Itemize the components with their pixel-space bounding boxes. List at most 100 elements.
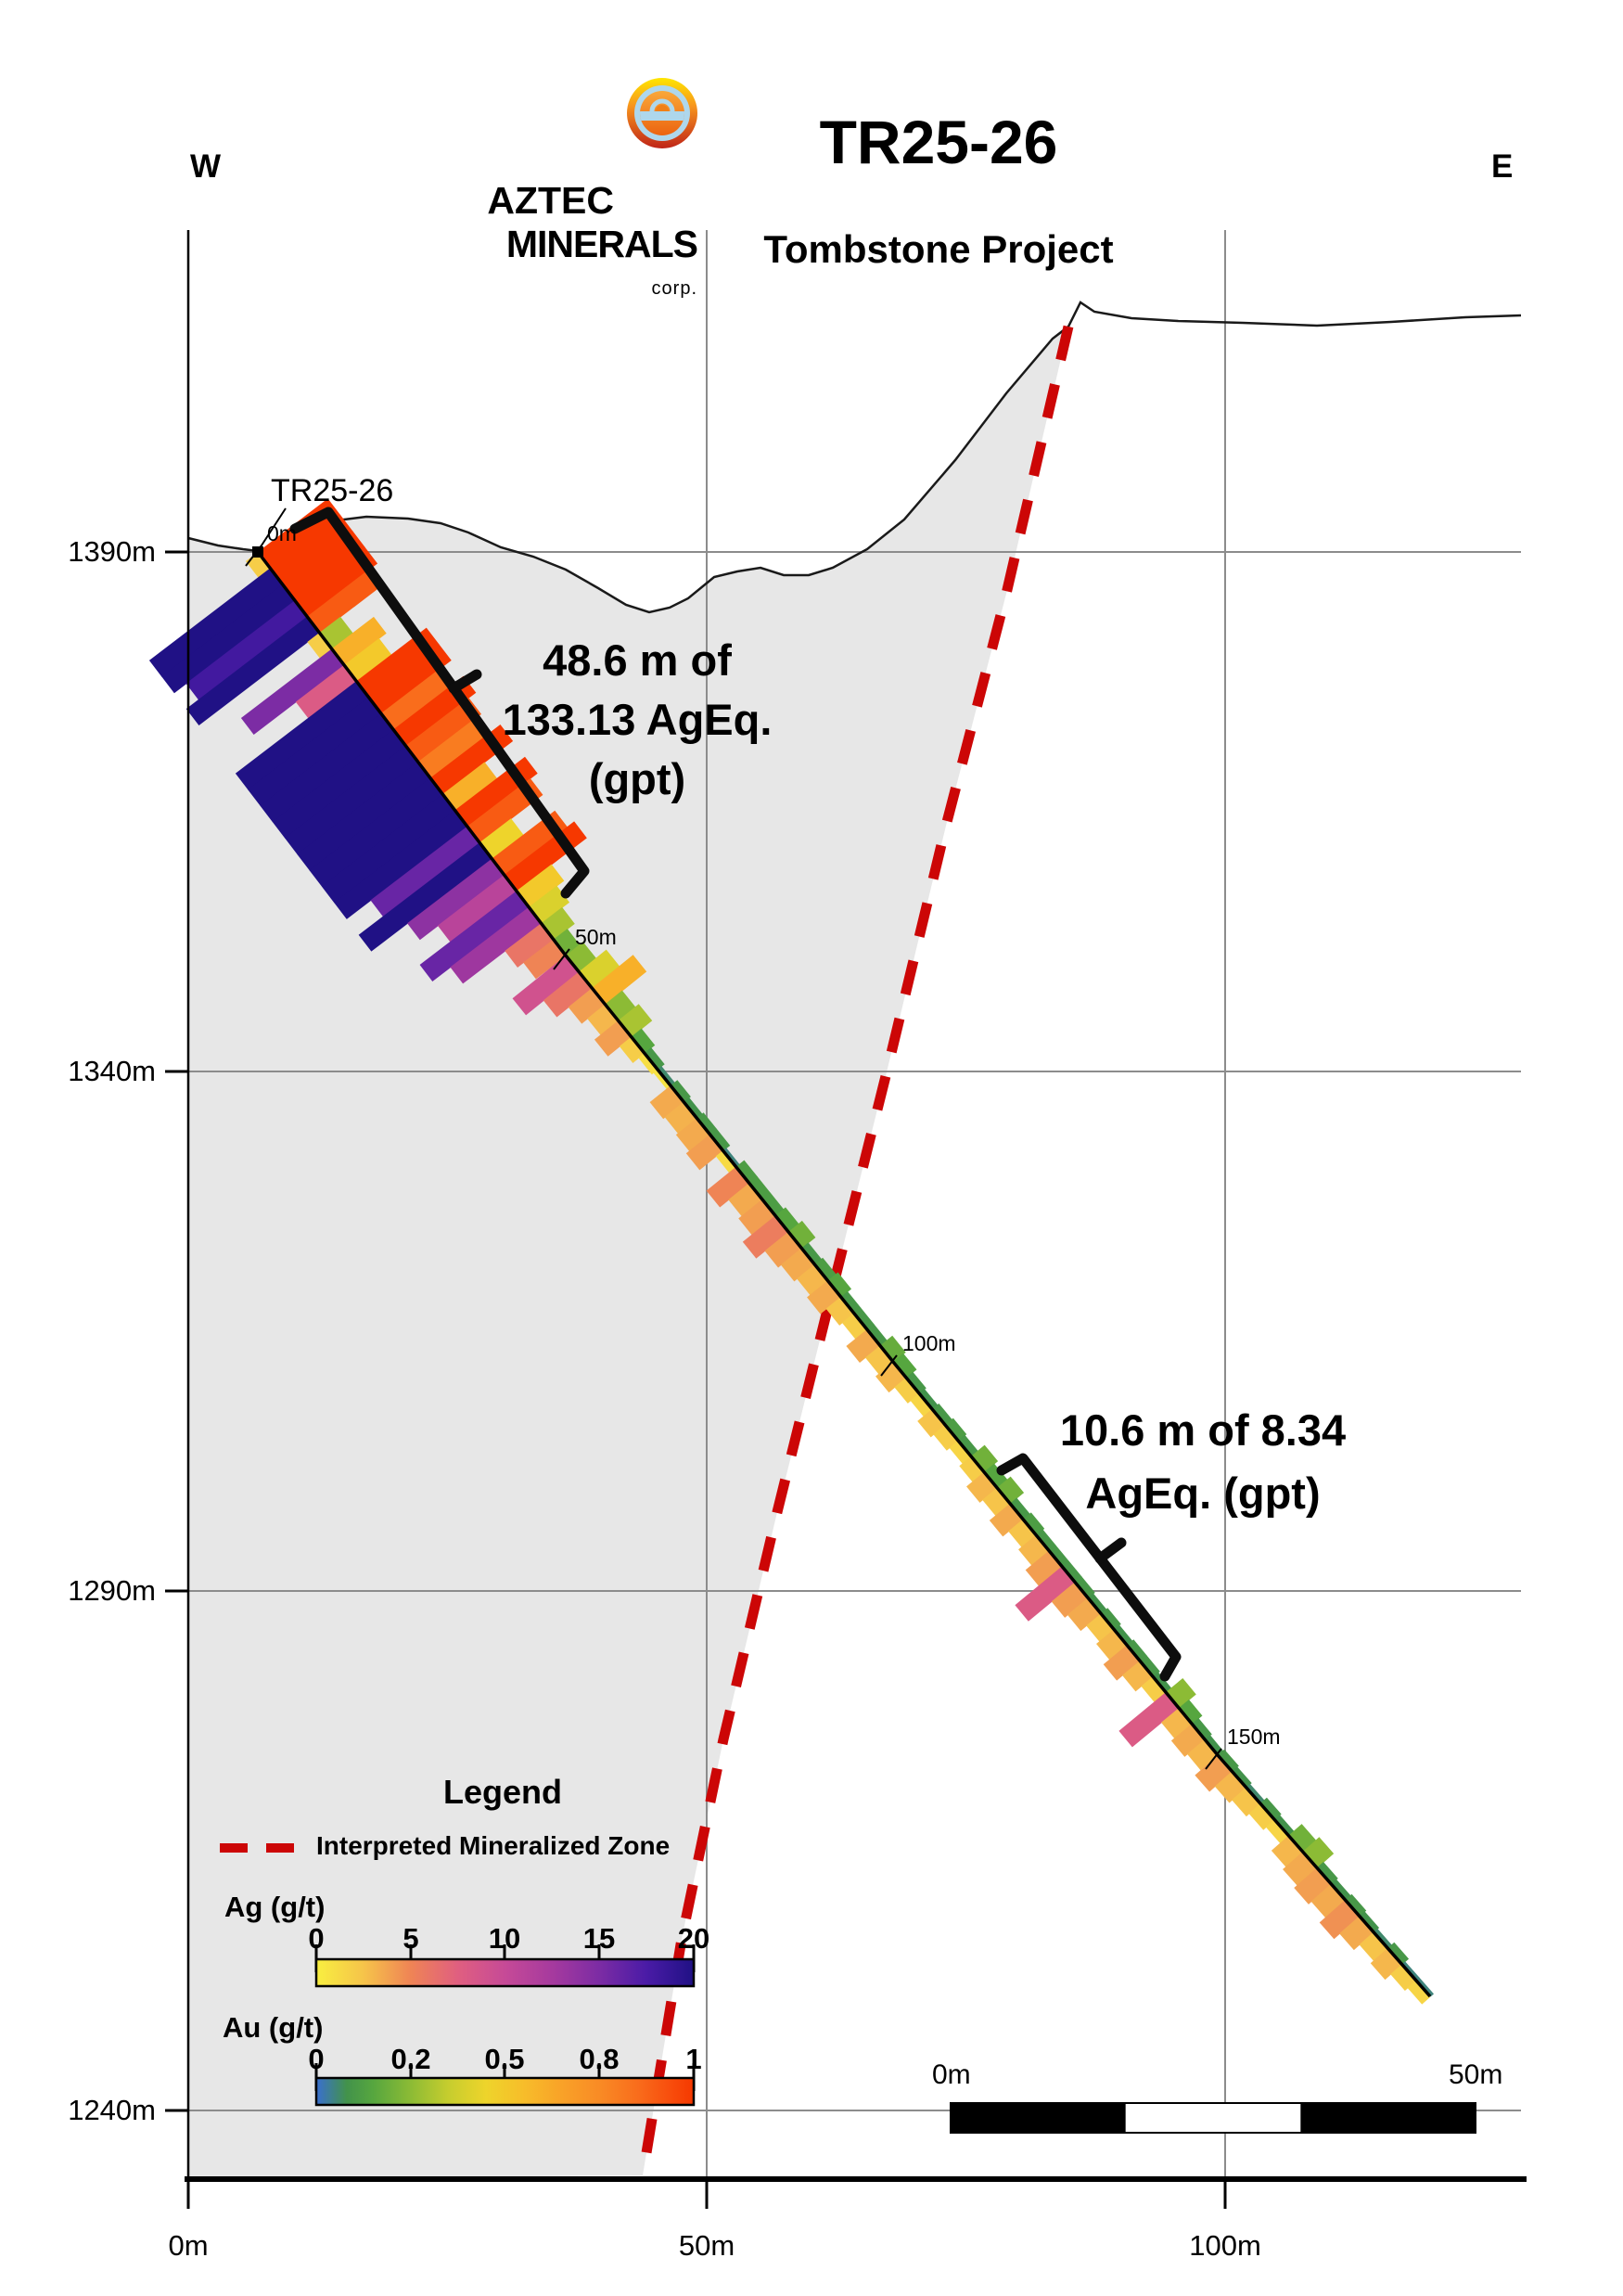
ag-assay-bar (272, 729, 406, 839)
ag-assay-bar (407, 858, 505, 941)
au-assay-bar (970, 1444, 999, 1473)
x-axis-tick-label: 100m (1189, 2229, 1261, 2262)
au-assay-bar (1114, 1624, 1133, 1646)
ag-assay-bar (1248, 1803, 1275, 1830)
au-assay-bar (893, 1353, 917, 1379)
ag-assay-bar (1103, 1645, 1141, 1681)
ag-assay-bar (523, 939, 567, 980)
ag-assay-bar (1294, 1867, 1332, 1905)
au-assay-bar (866, 1323, 888, 1347)
ag-assay-bar (653, 1069, 671, 1090)
ag-color-scale-bar (314, 1957, 696, 1988)
y-axis-tick-label: 1390m (68, 535, 156, 568)
au-assay-bar (788, 1220, 816, 1249)
ag-scale-tick-label: 20 (677, 1922, 710, 1955)
assay-bars-segment (148, 498, 587, 984)
brand-name-line2: MINERALS (505, 223, 698, 265)
au-assay-bar (592, 955, 647, 1006)
au-scale-tick-label: 1 (685, 2043, 702, 2075)
au-scale-tick-label: 0.8 (579, 2043, 620, 2075)
ag-assay-bar (248, 697, 382, 807)
ag-assay-bar (512, 956, 580, 1016)
au-assay-bar (1232, 1766, 1252, 1789)
au-assay-bar (814, 1257, 837, 1281)
x-axis-tick-label: 50m (678, 2229, 735, 2262)
drillhole-trace-line (256, 550, 1432, 1998)
ag-assay-bar (148, 568, 283, 677)
au-scale-tick-label: 0 (308, 2043, 325, 2075)
ag-scale-tick-label: 10 (488, 1922, 521, 1955)
ag-assay-bar (594, 1020, 633, 1057)
au-assay-bar (631, 1028, 656, 1054)
au-assay-bar (331, 616, 387, 666)
ag-assay-bar (185, 616, 320, 726)
ag-assay-bar (1232, 1787, 1261, 1817)
topographic-surface-line (187, 301, 1522, 614)
au-assay-bar (1152, 1672, 1172, 1693)
depth-marker-label: 0m (267, 521, 297, 545)
ag-assay-bar (685, 1134, 723, 1171)
ag-assay-bar (260, 713, 394, 823)
depth-marker-label: 100m (902, 1331, 956, 1355)
au-assay-bar (1415, 1977, 1435, 1997)
au-assay-bar (1022, 1512, 1045, 1536)
au-assay-bar (442, 762, 498, 811)
legend-title: Legend (442, 1773, 563, 1811)
ag-assay-bar (334, 810, 468, 919)
ag-assay-bar (841, 1313, 868, 1340)
au-assay-bar (1345, 1893, 1367, 1917)
interval-bracket-pointer (448, 669, 482, 694)
au-assay-bar (405, 697, 482, 763)
ag-assay-bar (1390, 1964, 1417, 1992)
au-assay-bar (1178, 1700, 1203, 1725)
ag-assay-bar (864, 1345, 894, 1375)
ag-assay-bar (706, 1166, 750, 1208)
ag-assay-bar (370, 826, 480, 917)
ag-assay-bar (1051, 1582, 1089, 1618)
au-scale-tick-label: 0.5 (484, 2043, 525, 2075)
interval1-annotation-line1: 48.6 m of (543, 635, 732, 685)
au-assay-bar (1274, 1815, 1295, 1837)
au-assay-bar (735, 1160, 758, 1184)
ag-scale-tick-label: 15 (582, 1922, 616, 1955)
interval2-annotation-line1: 10.6 m of 8.34 (1059, 1405, 1347, 1455)
depth-marker-label: 150m (1227, 1725, 1281, 1749)
au-assay-bar (516, 864, 565, 908)
legend-au-label: Au (g/t) (223, 2011, 324, 2044)
au-assay-bar (696, 1112, 718, 1135)
ag-assay-bar (295, 664, 357, 719)
legend-ag-label: Ag (g/t) (224, 1891, 326, 1923)
scalebar-black-segment (951, 2103, 1126, 2133)
ag-scale-tick-label: 5 (403, 1922, 419, 1955)
au-assay-bar (774, 1207, 799, 1233)
ag-assay-bar (742, 1215, 789, 1259)
ag-assay-bar (309, 777, 443, 888)
ag-assay-bar (1015, 1566, 1076, 1622)
au-assay-bar (479, 818, 524, 860)
collar-label-leader (259, 507, 287, 549)
au-assay-bar (1316, 1862, 1338, 1885)
au-scale-tick-label: 0.2 (390, 2043, 431, 2075)
interval1-annotation-line3: (gpt) (588, 754, 686, 803)
au-assay-bar (840, 1290, 862, 1314)
ag-assay-bar (450, 906, 542, 984)
au-assay-bar (997, 1476, 1025, 1505)
assay-bars-segment (1195, 1749, 1435, 2005)
ag-assay-bar (1407, 1980, 1431, 2005)
au-assay-bar (906, 1371, 927, 1394)
scalebar-black-segment (1300, 2103, 1476, 2133)
page-title: TR25-26 (819, 108, 1058, 176)
depth-marker-leader (245, 545, 262, 567)
ag-assay-bar (933, 1424, 959, 1451)
au-assay-bar (957, 1434, 978, 1457)
ag-assay-bar (1265, 1819, 1289, 1844)
scalebar-left-label: 0m (932, 2059, 971, 2090)
au-assay-bar (529, 885, 570, 924)
ag-assay-bar (1195, 1755, 1233, 1792)
au-assay-bar (579, 949, 620, 989)
au-assay-bar (1373, 1928, 1392, 1949)
depth-marker-leader (880, 1354, 898, 1377)
au-assay-bar (919, 1389, 939, 1410)
au-assay-bar (282, 531, 365, 601)
